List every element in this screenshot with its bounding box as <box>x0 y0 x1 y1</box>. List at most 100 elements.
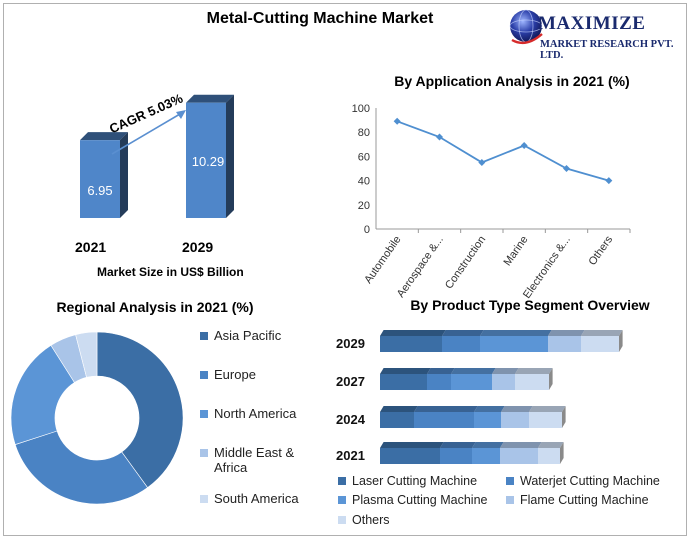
product-segment <box>548 336 581 352</box>
application-point-2 <box>478 158 486 166</box>
product-segment <box>442 336 480 352</box>
application-point-5 <box>605 177 613 185</box>
product-year-label: 2027 <box>336 374 365 389</box>
y-tick-label: 100 <box>352 103 370 115</box>
product-legend-item: Flame Cutting Machine <box>506 493 649 507</box>
product-bar-2029 <box>380 330 623 352</box>
product-legend-item: Laser Cutting Machine <box>338 474 477 488</box>
legend-label: Plasma Cutting Machine <box>352 493 488 507</box>
product-bar-2024 <box>380 406 566 428</box>
legend-swatch <box>200 410 208 418</box>
legend-swatch <box>338 477 346 485</box>
product-legend-item: Plasma Cutting Machine <box>338 493 487 507</box>
x-tick-label: Electronics &... <box>521 234 573 301</box>
y-tick-label: 60 <box>358 151 370 163</box>
legend-swatch <box>200 371 208 379</box>
x-tick-label: Others <box>587 233 616 267</box>
regional-legend-item: Asia Pacific <box>200 328 310 343</box>
legend-swatch <box>506 477 514 485</box>
infographic-frame <box>3 3 687 536</box>
donut-slice-0 <box>96 331 184 488</box>
legend-label: Others <box>352 513 390 527</box>
product-segment <box>500 448 538 464</box>
product-segment <box>501 412 529 428</box>
product-segment <box>380 336 442 352</box>
product-segment <box>472 448 500 464</box>
application-point-1 <box>436 133 443 141</box>
product-segment <box>380 374 427 390</box>
x-tick-label: Aerospace &... <box>395 234 446 300</box>
donut-slice-4 <box>75 331 98 378</box>
application-point-0 <box>393 117 401 125</box>
legend-label: Laser Cutting Machine <box>352 474 478 488</box>
year-label-2029: 2029 <box>182 239 214 255</box>
bar-value-2029: 10.29 <box>191 154 225 169</box>
x-tick-label: Marine <box>502 234 531 268</box>
product-year-label: 2029 <box>336 336 365 351</box>
application-chart-title: By Application Analysis in 2021 (%) <box>394 73 630 89</box>
legend-swatch <box>506 496 514 504</box>
regional-legend-item: Europe <box>200 367 310 382</box>
regional-legend-item: Middle East & Africa <box>200 445 310 475</box>
product-segment <box>380 448 440 464</box>
product-segment <box>474 412 501 428</box>
year-label-2021: 2021 <box>75 239 107 255</box>
globe-logo-icon <box>509 9 543 45</box>
product-stacked-bar-chart: 2029 2027 2024 2021 <box>336 330 623 464</box>
x-tick-label: Automobile <box>362 234 403 286</box>
product-legend-item: Others <box>338 513 390 527</box>
y-tick-label: 0 <box>364 224 370 236</box>
y-tick-label: 40 <box>358 176 370 188</box>
product-segment <box>515 374 549 390</box>
legend-swatch <box>200 332 208 340</box>
product-chart-title: By Product Type Segment Overview <box>410 297 650 313</box>
legend-swatch <box>200 495 208 503</box>
application-point-4 <box>563 165 570 172</box>
product-segment <box>581 336 619 352</box>
product-segment <box>427 374 451 390</box>
product-segment <box>440 448 472 464</box>
product-segment <box>380 412 414 428</box>
y-tick-label: 20 <box>358 200 370 212</box>
legend-label: Middle East & Africa <box>214 445 295 475</box>
logo-subtitle: MARKET RESEARCH PVT. LTD. <box>540 39 674 61</box>
legend-label: Europe <box>214 367 256 382</box>
application-series-line <box>396 120 610 182</box>
legend-label: North America <box>214 406 297 421</box>
x-tick-label: Construction <box>443 234 488 291</box>
product-segment <box>529 412 562 428</box>
product-segment <box>492 374 515 390</box>
y-tick-label: 80 <box>358 127 370 139</box>
cagr-arrow <box>111 110 186 155</box>
logo-brand: MAXIMIZE <box>538 13 646 34</box>
legend-label: Asia Pacific <box>214 328 282 343</box>
regional-legend-item: South America <box>200 491 310 506</box>
product-year-label: 2024 <box>336 412 366 427</box>
regional-chart-title: Regional Analysis in 2021 (%) <box>56 299 254 315</box>
regional-donut-chart <box>10 331 184 505</box>
product-segment <box>480 336 548 352</box>
legend-label: Waterjet Cutting Machine <box>520 474 660 488</box>
legend-swatch <box>338 496 346 504</box>
legend-swatch <box>200 449 208 457</box>
page-title: Metal-Cutting Machine Market <box>206 10 434 27</box>
application-point-3 <box>520 142 528 150</box>
product-segment <box>451 374 492 390</box>
legend-swatch <box>338 516 346 524</box>
market-bar-2029 <box>186 94 234 218</box>
legend-label: South America <box>214 491 299 506</box>
legend-label: Flame Cutting Machine <box>520 493 649 507</box>
market-bar-2021 <box>80 132 128 218</box>
product-segment <box>414 412 474 428</box>
product-legend-item: Waterjet Cutting Machine <box>506 474 660 488</box>
product-segment <box>538 448 560 464</box>
donut-slice-1 <box>14 430 148 505</box>
bar-value-2021: 6.95 <box>87 183 113 198</box>
product-bar-2021 <box>380 442 564 464</box>
product-bar-2027 <box>380 368 553 390</box>
market-size-chart <box>80 94 234 218</box>
market-size-caption: Market Size in US$ Billion <box>97 265 244 279</box>
product-year-label: 2021 <box>336 448 365 463</box>
regional-legend-item: North America <box>200 406 310 421</box>
